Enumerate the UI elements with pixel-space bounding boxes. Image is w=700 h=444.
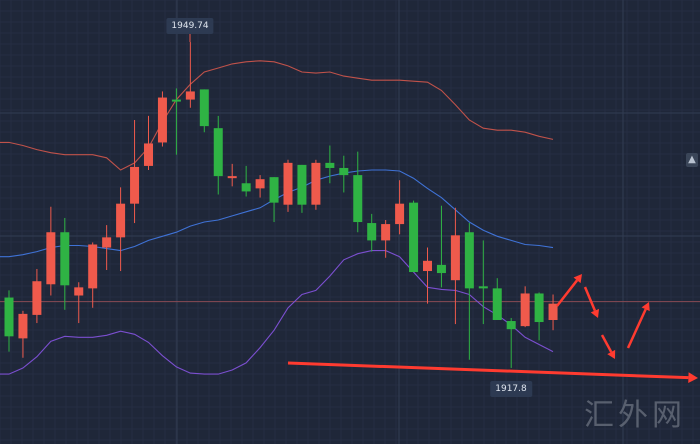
candle-body <box>199 89 209 127</box>
candle-body <box>436 264 446 274</box>
candle-body <box>325 162 335 168</box>
candle-body <box>18 313 28 339</box>
projection-arrow-up <box>556 279 579 307</box>
candle-body <box>88 244 98 289</box>
candle-body <box>395 203 405 225</box>
candle-body <box>381 224 391 241</box>
candle-body <box>32 281 42 315</box>
candle-body <box>171 99 181 102</box>
trend-arrow-head <box>688 372 698 384</box>
candle-body <box>367 223 377 241</box>
candle-body <box>157 97 167 143</box>
bell-icon[interactable]: ▲ <box>686 153 698 167</box>
high-price-label: 1949.74 <box>166 18 214 34</box>
candle-body <box>269 177 279 203</box>
candle-body <box>423 260 432 272</box>
candle-body <box>241 183 251 192</box>
candle-body <box>74 287 84 296</box>
candle-body <box>130 166 140 204</box>
candle-body <box>311 162 321 205</box>
projection-arrow-up <box>626 308 647 349</box>
projection-arrow-up-head <box>573 274 582 284</box>
candle-body <box>339 167 349 176</box>
candle-body <box>478 286 488 289</box>
candle-body <box>102 237 112 248</box>
candle-body <box>353 175 363 223</box>
candle-body <box>116 203 126 238</box>
candle-body <box>464 232 474 289</box>
candle-body <box>255 179 265 189</box>
candle-body <box>144 143 153 166</box>
candle-body <box>297 164 307 205</box>
projection-arrow-down <box>583 286 597 312</box>
candle-body <box>185 91 195 100</box>
watermark-logo: 汇外网 <box>584 398 686 433</box>
projection-arrow-down-head <box>590 308 600 318</box>
candle-body <box>4 297 14 337</box>
candle-body <box>409 202 419 273</box>
candle-body <box>506 321 516 330</box>
upper-bollinger-band <box>0 60 554 171</box>
candle-body <box>60 232 70 286</box>
projection-arrow-down-head <box>607 349 616 359</box>
lower-bollinger-band <box>0 250 554 375</box>
projection-arrow-up-head <box>641 302 650 312</box>
candle-body <box>283 162 293 205</box>
candle-body <box>520 293 530 327</box>
candle-body <box>46 232 56 285</box>
candle-body <box>213 128 223 177</box>
candle-body <box>534 293 544 323</box>
trend-arrow <box>287 361 689 380</box>
candle-body <box>450 235 460 281</box>
candle-body <box>227 176 237 179</box>
low-price-label: 1917.8 <box>490 381 532 397</box>
candle-body <box>548 303 558 320</box>
candle-body <box>492 288 502 320</box>
projection-arrow-down <box>600 334 613 353</box>
